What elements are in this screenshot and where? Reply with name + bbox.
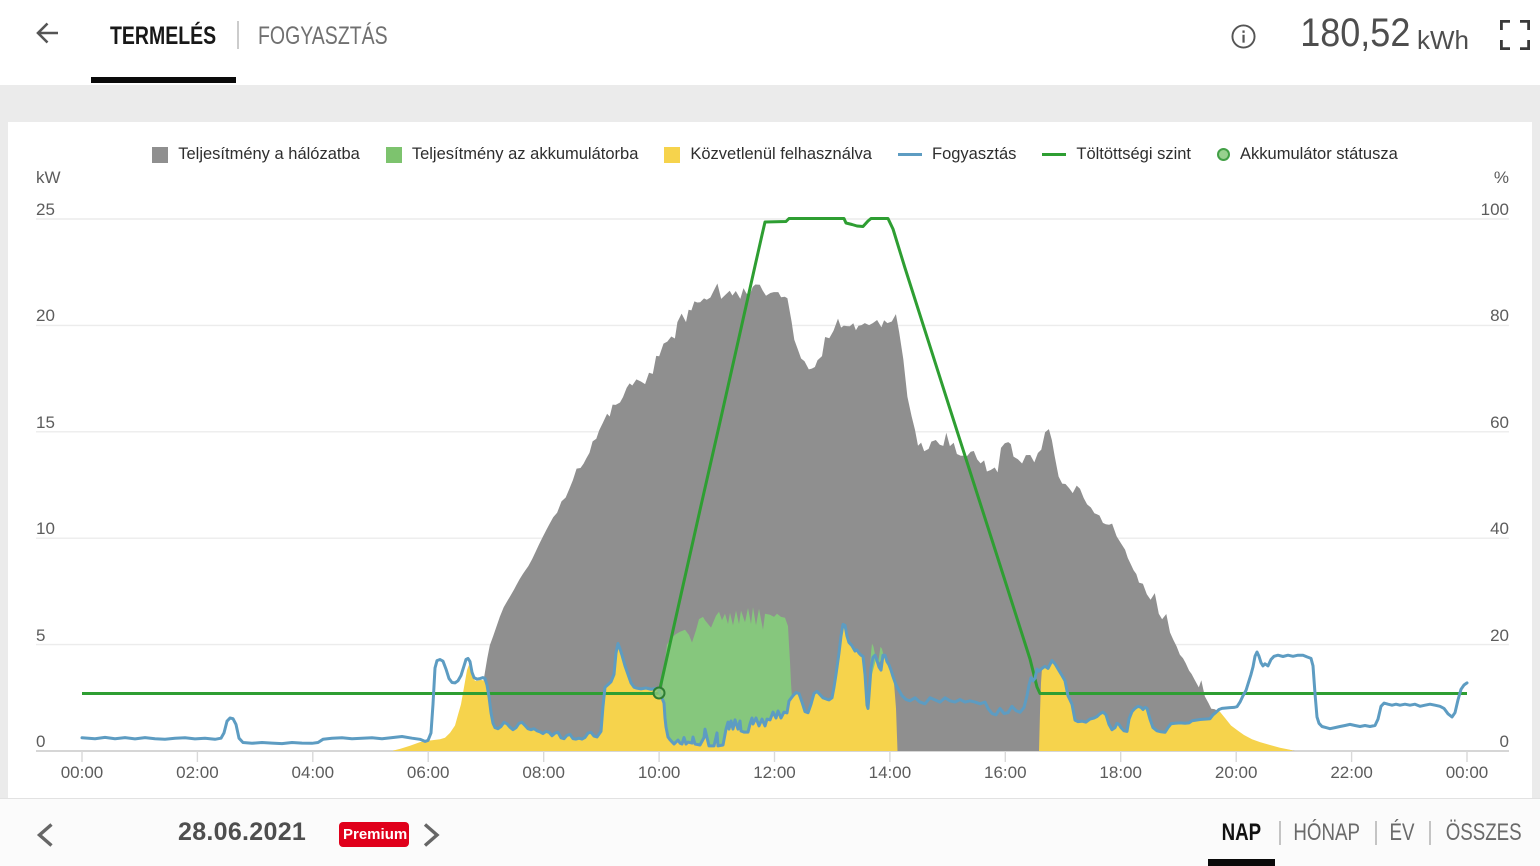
svg-text:06:00: 06:00	[407, 763, 450, 782]
svg-text:20: 20	[1490, 626, 1509, 645]
svg-text:20:00: 20:00	[1215, 763, 1258, 782]
svg-text:18:00: 18:00	[1099, 763, 1142, 782]
svg-text:14:00: 14:00	[869, 763, 912, 782]
svg-text:kW: kW	[36, 168, 61, 187]
svg-text:25: 25	[36, 200, 55, 219]
svg-text:0: 0	[36, 732, 45, 751]
svg-text:60: 60	[1490, 413, 1509, 432]
svg-text:0: 0	[1500, 732, 1509, 751]
svg-text:5: 5	[36, 626, 45, 645]
svg-text:10:00: 10:00	[638, 763, 681, 782]
svg-text:12:00: 12:00	[753, 763, 796, 782]
svg-text:10: 10	[36, 519, 55, 538]
svg-text:40: 40	[1490, 519, 1509, 538]
svg-text:08:00: 08:00	[522, 763, 565, 782]
svg-text:02:00: 02:00	[176, 763, 219, 782]
svg-text:00:00: 00:00	[1446, 763, 1489, 782]
svg-text:80: 80	[1490, 306, 1509, 325]
svg-text:04:00: 04:00	[292, 763, 335, 782]
svg-text:22:00: 22:00	[1330, 763, 1373, 782]
svg-text:20: 20	[36, 306, 55, 325]
svg-text:15: 15	[36, 413, 55, 432]
svg-text:16:00: 16:00	[984, 763, 1027, 782]
svg-text:%: %	[1494, 168, 1509, 187]
svg-text:100: 100	[1481, 200, 1509, 219]
svg-text:00:00: 00:00	[61, 763, 104, 782]
